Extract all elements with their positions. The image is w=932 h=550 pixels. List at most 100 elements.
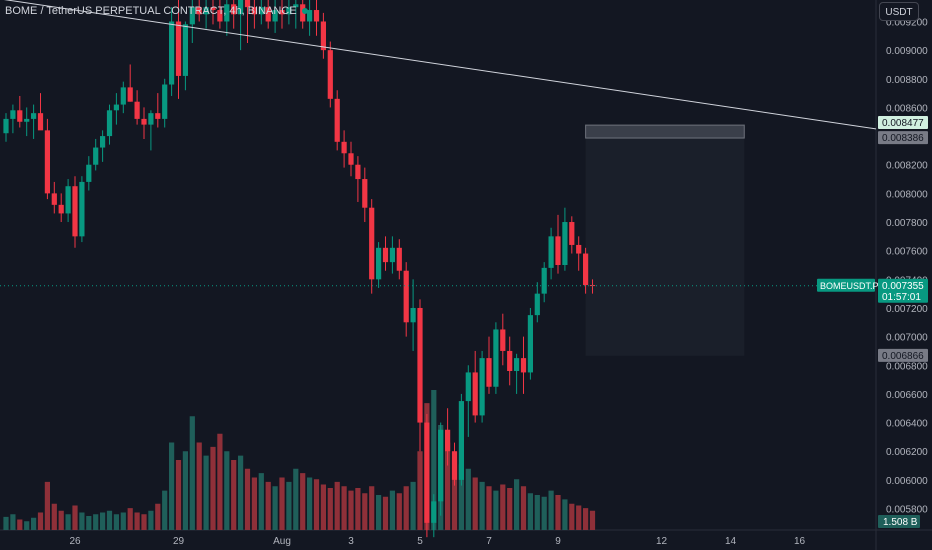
symbol-tag: BOMEUSDT.P bbox=[820, 281, 879, 291]
candle-body bbox=[120, 87, 126, 105]
candle-body bbox=[320, 21, 326, 51]
x-tick-label: 5 bbox=[417, 536, 423, 547]
volume-bar bbox=[527, 493, 533, 530]
volume-bar bbox=[555, 495, 561, 530]
candle-body bbox=[403, 270, 409, 323]
volume-bar bbox=[486, 486, 492, 530]
candle-body bbox=[472, 372, 478, 416]
volume-bar bbox=[113, 514, 119, 530]
candle-body bbox=[307, 10, 313, 22]
volume-bar bbox=[300, 473, 306, 530]
candle-body bbox=[113, 104, 119, 111]
candle-body bbox=[17, 110, 23, 122]
candle-body bbox=[231, 4, 237, 15]
candle-body bbox=[217, 10, 223, 22]
candle-body bbox=[93, 147, 99, 165]
candle-body bbox=[396, 247, 402, 271]
candle-body bbox=[369, 207, 375, 280]
y-tick-label: 0.007000 bbox=[886, 333, 928, 344]
y-tick-label: 0.008000 bbox=[886, 189, 928, 200]
volume-bar bbox=[514, 479, 520, 530]
volume-bar bbox=[493, 490, 499, 530]
volume-bar bbox=[31, 517, 37, 530]
y-tick-label: 0.008800 bbox=[886, 75, 928, 86]
chart-title-bar: BOME / TetherUS PERPETUAL CONTRACT, 4h, … bbox=[5, 5, 308, 17]
volume-bar bbox=[369, 486, 375, 530]
candle-body bbox=[576, 244, 582, 254]
volume-bar bbox=[327, 488, 333, 530]
volume-bar bbox=[589, 510, 596, 530]
volume-bar bbox=[465, 468, 471, 530]
volume-bar bbox=[382, 496, 389, 530]
candle-body bbox=[562, 222, 568, 265]
candle-body bbox=[355, 164, 361, 180]
volume-bar bbox=[272, 486, 278, 530]
candle-body bbox=[224, 4, 230, 22]
volume-bar bbox=[65, 514, 71, 530]
candle-body bbox=[182, 24, 188, 76]
volume-bar bbox=[534, 495, 540, 530]
volume-bar bbox=[451, 460, 458, 530]
volume-badge: 1.508 B bbox=[883, 517, 918, 528]
candle-body bbox=[244, 0, 251, 8]
volume-bar bbox=[520, 486, 527, 530]
volume-bar bbox=[182, 451, 188, 530]
volume-bar bbox=[458, 464, 464, 530]
candle-body bbox=[500, 329, 506, 351]
candle-body bbox=[569, 222, 575, 245]
candle-body bbox=[148, 113, 154, 125]
y-tick-label: 0.005800 bbox=[886, 505, 928, 516]
candle-body bbox=[431, 501, 437, 523]
current-price-badge: 0.007355 bbox=[882, 281, 924, 292]
candle-body bbox=[493, 329, 499, 387]
volume-bar bbox=[210, 446, 216, 530]
price-badge-box-bottom-bg bbox=[878, 348, 928, 362]
candle-body bbox=[210, 7, 216, 11]
candle-body bbox=[175, 21, 182, 76]
x-tick-label: 3 bbox=[348, 536, 354, 547]
volume-bar bbox=[127, 508, 133, 530]
candle-body bbox=[486, 358, 492, 387]
candle-body bbox=[520, 358, 527, 373]
volume-bar bbox=[155, 503, 161, 530]
volume-bar bbox=[224, 451, 230, 530]
y-tick-label: 0.006400 bbox=[886, 419, 928, 430]
volume-bar bbox=[86, 516, 92, 530]
volume-bar bbox=[320, 484, 326, 530]
price-badge-box-top-bg bbox=[878, 116, 928, 130]
y-tick-label: 0.006600 bbox=[886, 390, 928, 401]
candle-body bbox=[86, 164, 92, 182]
x-tick-label: 9 bbox=[555, 536, 561, 547]
candle-body bbox=[541, 267, 547, 294]
candle-body bbox=[51, 193, 57, 205]
candle-body bbox=[37, 113, 44, 131]
candle-body bbox=[451, 451, 458, 480]
candle-body bbox=[438, 429, 444, 502]
volume-bar bbox=[217, 433, 223, 530]
candle-body bbox=[313, 10, 320, 22]
candle-body bbox=[238, 0, 244, 15]
volume-bar bbox=[403, 486, 409, 530]
volume-bar bbox=[148, 510, 154, 530]
volume-bar bbox=[162, 490, 168, 530]
candle-body bbox=[251, 7, 257, 15]
currency-button[interactable]: USDT bbox=[879, 2, 919, 21]
volume-bar bbox=[293, 468, 299, 530]
volume-bar bbox=[355, 488, 361, 530]
candle-body bbox=[286, 7, 292, 15]
x-tick-label: 14 bbox=[725, 536, 737, 547]
candle-body bbox=[362, 179, 368, 208]
price-badge-box-top: 0.008477 bbox=[882, 118, 924, 129]
candle-body bbox=[3, 118, 9, 134]
candle-body bbox=[417, 307, 423, 423]
volume-bar bbox=[120, 512, 126, 530]
volume-bar bbox=[562, 499, 568, 530]
volume-bar bbox=[79, 512, 85, 530]
x-tick-label: 7 bbox=[486, 536, 492, 547]
volume-bar bbox=[279, 477, 285, 530]
volume-bar bbox=[51, 503, 57, 530]
y-tick-label: 0.007800 bbox=[886, 218, 928, 229]
candle-body bbox=[155, 113, 161, 119]
